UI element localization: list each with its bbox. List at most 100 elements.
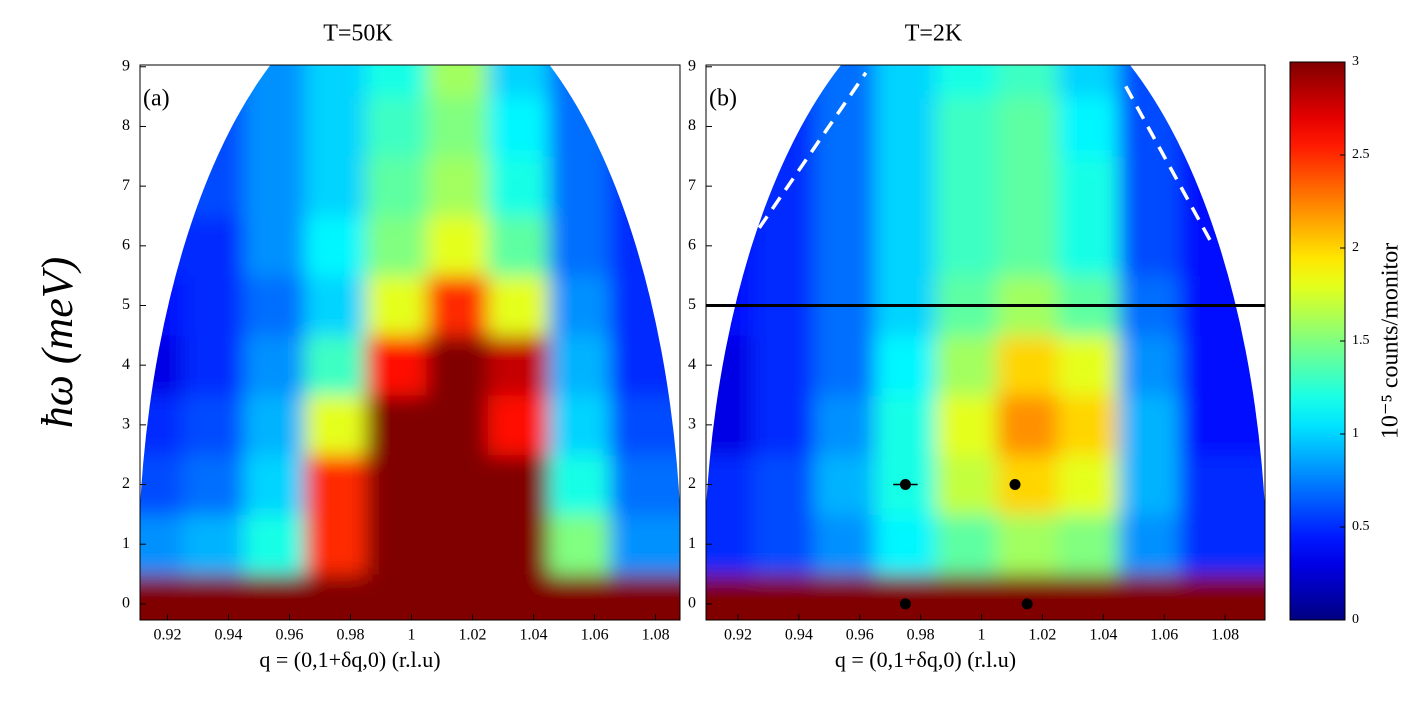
heat-cell <box>365 335 428 396</box>
heat-cell <box>365 275 428 336</box>
heat-cell <box>304 65 367 98</box>
heat-cell <box>426 454 489 515</box>
heat-cell <box>243 454 306 515</box>
heat-cell <box>140 574 184 620</box>
heat-cell <box>365 65 428 98</box>
heat-cell <box>753 65 815 98</box>
heat-cell <box>874 215 937 277</box>
heat-cell <box>182 454 245 515</box>
heat-cell <box>996 574 1059 620</box>
heat-cell <box>996 65 1059 98</box>
heat-cell <box>996 395 1059 456</box>
heat-cell <box>1118 395 1180 456</box>
heat-cell <box>1179 156 1265 217</box>
heat-cell <box>935 65 998 98</box>
y-tick-label: 7 <box>688 177 696 194</box>
x-tick-label: 1.02 <box>459 627 487 644</box>
heat-cell <box>1118 65 1180 98</box>
x-tick-label: 1.08 <box>642 627 670 644</box>
y-tick-label: 1 <box>688 535 696 552</box>
heat-cell <box>1057 454 1120 515</box>
heat-cell <box>304 395 367 456</box>
heat-cell <box>609 335 680 396</box>
colorbar-tick-label: 2 <box>1352 240 1359 255</box>
data-point <box>1021 598 1033 610</box>
heat-cell <box>487 395 550 456</box>
y-tick-label: 1 <box>122 535 130 552</box>
heat-cell <box>182 395 245 456</box>
heat-cell <box>1179 96 1265 157</box>
heat-cell <box>609 574 680 620</box>
heat-cell <box>548 215 611 277</box>
heat-cell <box>753 514 815 575</box>
x-tick-label: 1.04 <box>520 627 548 644</box>
heat-cell <box>706 454 754 515</box>
y-tick-label: 6 <box>122 236 130 253</box>
y-tick-label: 8 <box>122 117 130 134</box>
y-tick-label: 0 <box>688 595 696 612</box>
y-tick-label: 5 <box>688 296 696 313</box>
x-tick-label: 1.02 <box>1028 627 1056 644</box>
heat-cell <box>814 65 876 98</box>
data-point <box>899 598 911 610</box>
x-tick-label: 0.94 <box>785 627 813 644</box>
heat-cell <box>548 275 611 336</box>
heat-cell <box>1057 215 1120 277</box>
heat-cell <box>935 96 998 157</box>
heat-cell <box>935 335 998 396</box>
heat-cell <box>487 65 550 98</box>
heat-cell <box>1179 335 1265 396</box>
heat-cell <box>365 96 428 157</box>
heat-cell <box>609 275 680 336</box>
coverage <box>140 65 680 620</box>
heat-cell <box>426 65 489 98</box>
heat-cell <box>814 574 876 620</box>
x-axis-label: q = (0,1+δq,0) (r.l.u) <box>259 647 440 672</box>
heat-cell <box>365 215 428 277</box>
x-tick-label: 1.04 <box>1089 627 1117 644</box>
x-tick-label: 1.06 <box>581 627 609 644</box>
x-axis-label: q = (0,1+δq,0) (r.l.u) <box>835 647 1016 672</box>
data-point <box>1009 479 1021 491</box>
heat-cell <box>996 96 1059 157</box>
heat-cell <box>1118 156 1180 217</box>
heat-cell <box>243 335 306 396</box>
heat-cell <box>874 65 937 98</box>
heat-cell <box>874 156 937 217</box>
heat-cell <box>935 514 998 575</box>
heat-cell <box>935 215 998 277</box>
heat-cell <box>874 574 937 620</box>
y-axis-label: ħω (meV) <box>33 257 82 429</box>
heat-cell <box>243 65 306 98</box>
dashed-guide <box>1120 77 1212 241</box>
colorbar-tick-label: 1.5 <box>1352 333 1370 348</box>
y-tick-label: 2 <box>122 475 130 492</box>
heat-cell <box>706 514 754 575</box>
heat-cell <box>548 574 611 620</box>
heat-cell <box>243 395 306 456</box>
heat-cell <box>996 215 1059 277</box>
heat-cell <box>487 215 550 277</box>
heat-cell <box>1118 514 1180 575</box>
heat-cell <box>1057 65 1120 98</box>
heat-cell <box>182 514 245 575</box>
heat-cell <box>243 96 306 157</box>
colorbar-tick-label: 1 <box>1352 426 1359 441</box>
heat-cell <box>609 215 680 277</box>
heat-cell <box>365 156 428 217</box>
heat-cell <box>243 514 306 575</box>
heat-cell <box>243 275 306 336</box>
y-tick-label: 7 <box>122 177 130 194</box>
heat-cell <box>426 275 489 336</box>
heat-cell <box>365 514 428 575</box>
heat-cell <box>753 574 815 620</box>
heat-cell <box>1118 454 1180 515</box>
y-tick-label: 2 <box>688 475 696 492</box>
heat-cell <box>935 454 998 515</box>
heat-cell <box>304 96 367 157</box>
heat-cell <box>1118 335 1180 396</box>
heat-cell <box>140 454 184 515</box>
heat-cell <box>1179 215 1265 277</box>
heat-cell <box>243 215 306 277</box>
y-tick-label: 9 <box>122 57 130 74</box>
